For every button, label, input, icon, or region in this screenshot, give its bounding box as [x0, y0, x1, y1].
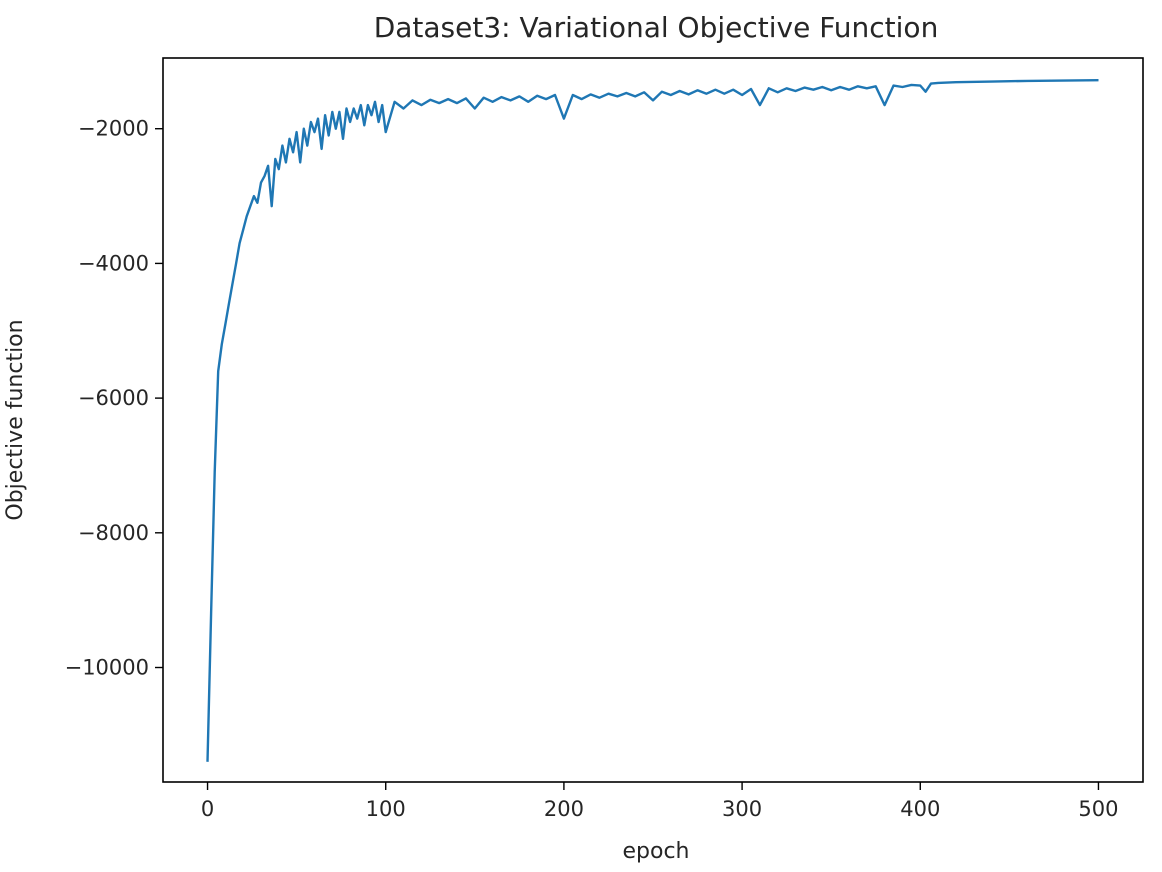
y-tick-label: −8000 [78, 521, 149, 545]
plot-area [162, 57, 1144, 783]
x-tick-label: 300 [722, 797, 762, 821]
x-tick-label: 100 [366, 797, 406, 821]
y-tick-label: −4000 [78, 251, 149, 275]
x-tick-label: 500 [1078, 797, 1118, 821]
series-line [206, 79, 1099, 762]
y-tick-label: −6000 [78, 386, 149, 410]
chart-title: Dataset3: Variational Objective Function [374, 11, 939, 44]
y-axis-label: Objective function [3, 319, 28, 520]
x-tick-label: 200 [544, 797, 584, 821]
x-axis: 0 100 200 300 400 500 [201, 782, 1119, 821]
y-tick-label: −2000 [78, 117, 149, 141]
x-axis-label: epoch [623, 839, 690, 864]
y-axis: −10000 −8000 −6000 −4000 −2000 [65, 117, 163, 680]
x-tick-label: 400 [900, 797, 940, 821]
x-tick-label: 0 [201, 797, 214, 821]
y-tick-label: −10000 [65, 656, 149, 680]
